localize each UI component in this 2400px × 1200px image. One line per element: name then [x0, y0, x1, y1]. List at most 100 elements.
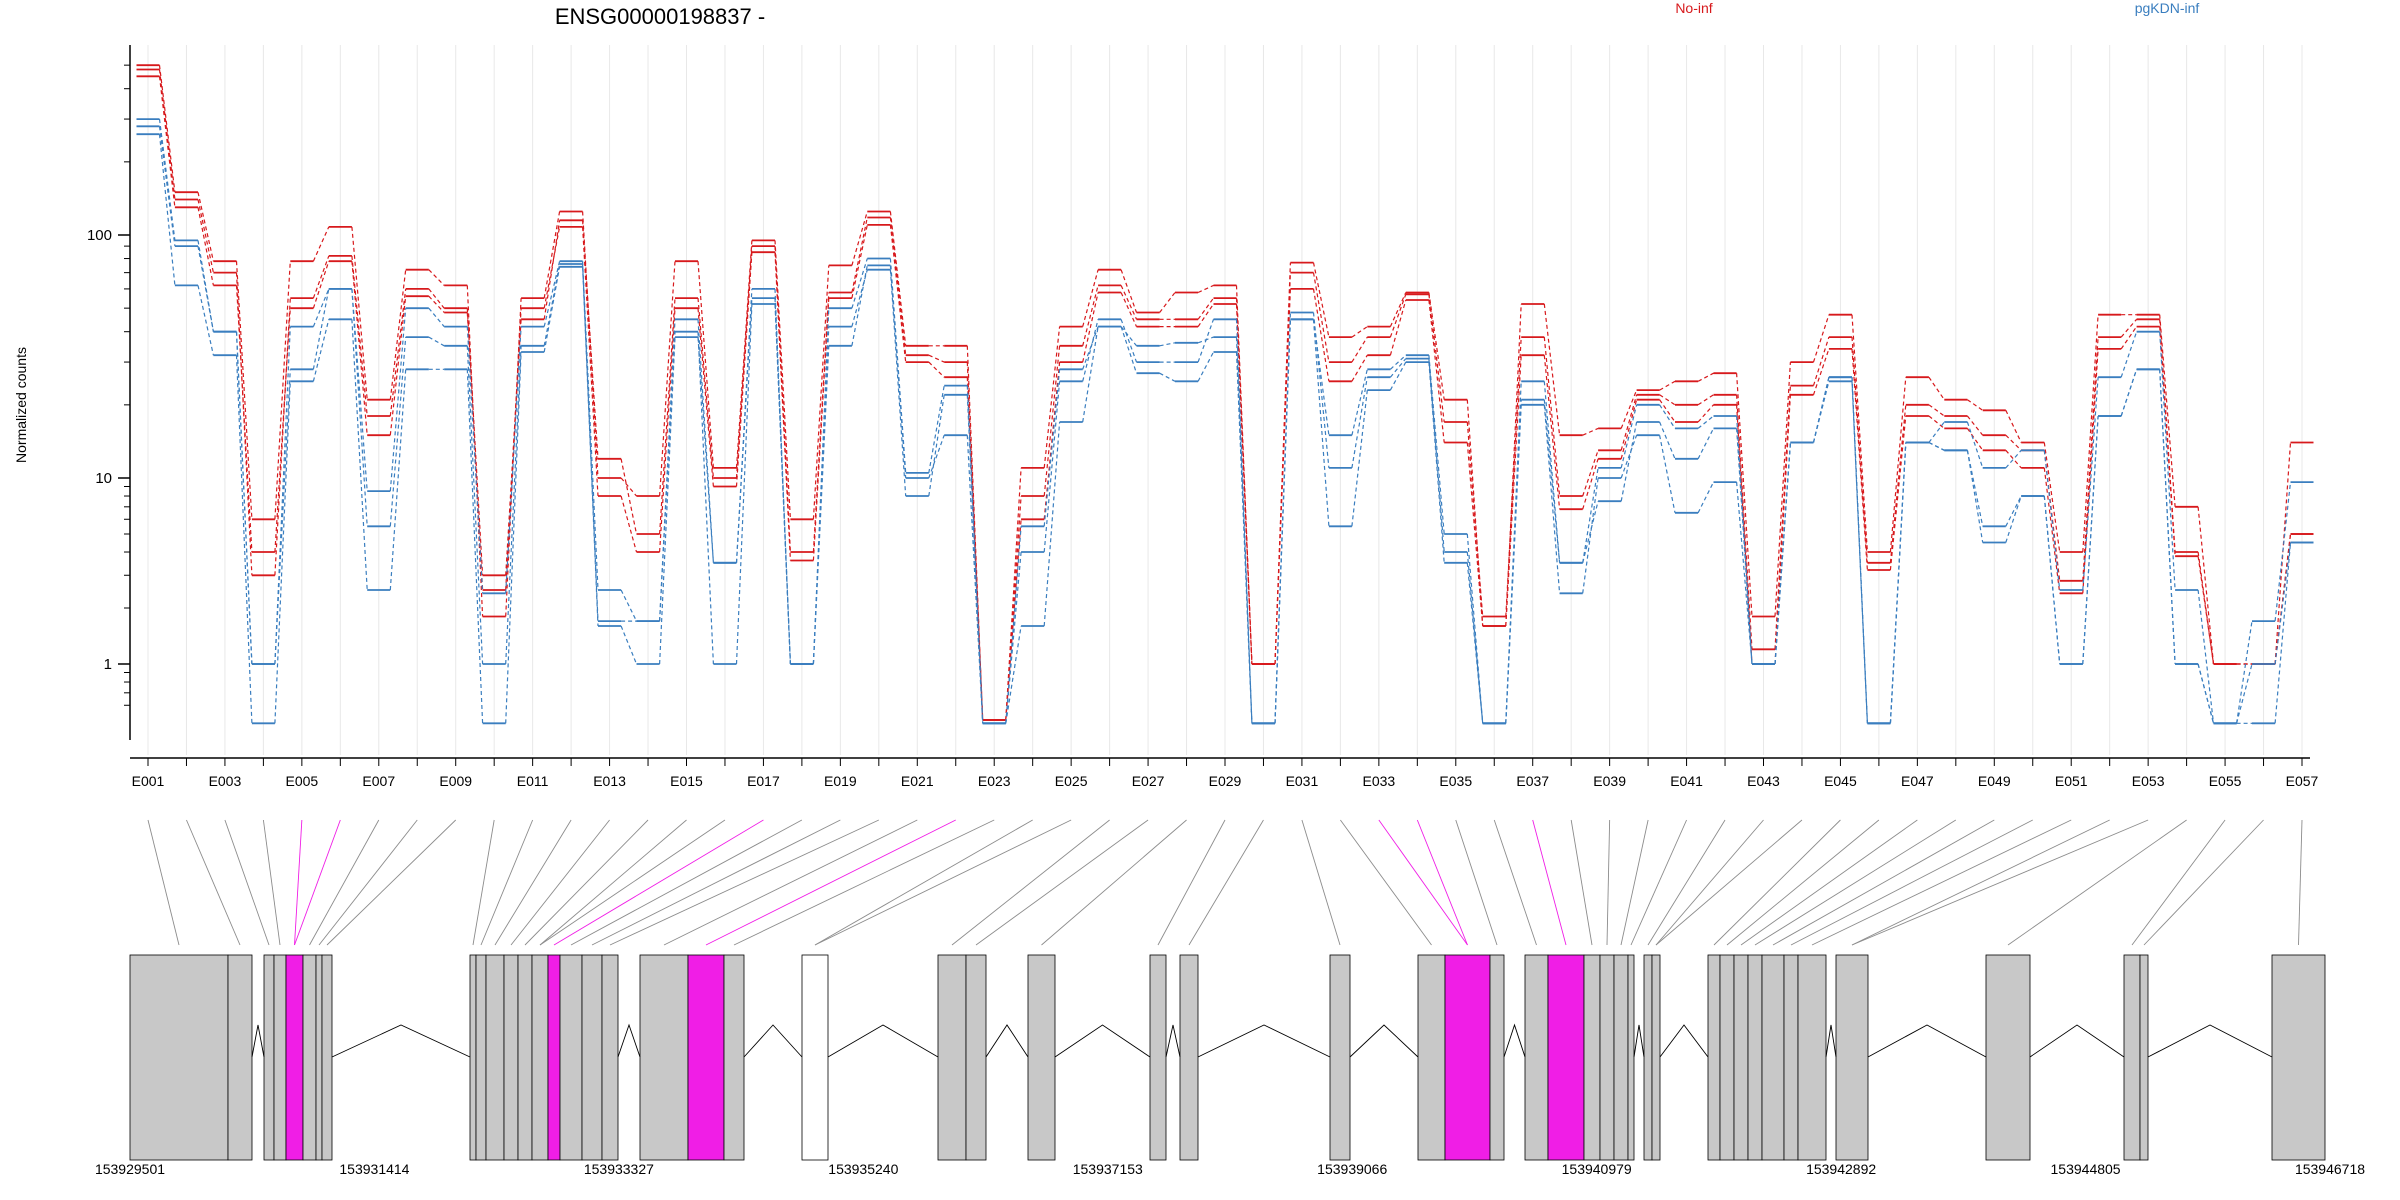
exon-label: E055 [2209, 773, 2242, 789]
exon-block [475, 954, 487, 1161]
exon-block [302, 954, 317, 1161]
exon-connector [186, 819, 241, 946]
exon-block [315, 954, 323, 1161]
exon-block [227, 954, 253, 1161]
exon-connector [294, 819, 303, 946]
exon-block [1797, 954, 1827, 1161]
series-1 [136, 75, 2314, 721]
grid-lines [147, 45, 2303, 755]
exon-label: E005 [286, 773, 319, 789]
exon-connector [1772, 819, 1995, 946]
exon-block [723, 954, 745, 1161]
exon-block [273, 954, 287, 1161]
exon-label: E051 [2055, 773, 2088, 789]
exon-block [581, 954, 603, 1161]
legend-no-inf: No-inf [1675, 0, 1712, 16]
exon-block [1179, 954, 1199, 1161]
exon-block [1613, 954, 1629, 1161]
intron-line [1825, 1024, 1837, 1058]
exon-connector [1493, 819, 1537, 946]
exon-connector [1790, 819, 2033, 946]
exon-block [639, 954, 689, 1161]
exon-block [129, 954, 229, 1161]
exon-block [321, 954, 333, 1161]
exon-label: E027 [1132, 773, 1165, 789]
genomic-tick-label: 153940979 [1562, 1161, 1632, 1177]
exon-label: E013 [593, 773, 626, 789]
genomic-tick-label: 153935240 [828, 1161, 898, 1177]
exon-block [1149, 954, 1167, 1161]
exon-label: E001 [132, 773, 165, 789]
genomic-tick-label: 153933327 [584, 1161, 654, 1177]
series-transition [158, 134, 2292, 724]
genomic-tick-label: 153937153 [1073, 1161, 1143, 1177]
exon-connector [494, 819, 572, 946]
exon-label: E033 [1363, 773, 1396, 789]
exon-connector [1378, 819, 1468, 946]
intron-line [1165, 1024, 1181, 1058]
intron-line [985, 1024, 1029, 1058]
exon-connector [2007, 819, 2187, 946]
exon-connector [262, 819, 281, 946]
exon-label: E043 [1747, 773, 1780, 789]
exon-block [1547, 954, 1585, 1161]
exon-connector [814, 819, 1033, 946]
legend-pgkdn-inf: pgKDN-inf [2135, 0, 2200, 16]
intron-line [1503, 1023, 1526, 1058]
exon-connector [553, 819, 764, 946]
exon-label: E035 [1439, 773, 1472, 789]
series-line [136, 64, 2314, 721]
series-line [136, 68, 2314, 721]
exon-connector [1647, 819, 1726, 946]
exon-connector [326, 819, 457, 946]
exon-block [547, 954, 561, 1161]
exon-block [469, 954, 477, 1161]
genomic-coordinates: 153929501 153931414 153933327 153935240 1539… [95, 1161, 2365, 1177]
intron-line [617, 1023, 641, 1058]
intron-line [1054, 1024, 1151, 1058]
exon-block [1524, 954, 1549, 1161]
exon-block [1329, 954, 1351, 1161]
exon-label: E003 [209, 773, 242, 789]
exon-block [2139, 954, 2149, 1161]
genomic-tick-label: 153931414 [339, 1161, 409, 1177]
exon-connector [1655, 819, 1803, 946]
exon-connector [1740, 819, 1918, 946]
exon-label: E017 [747, 773, 780, 789]
gene-model [129, 954, 2326, 1161]
exon-block [263, 954, 275, 1161]
exon-connector [1041, 819, 1187, 946]
series-transition [158, 65, 2292, 721]
genomic-tick-label: 153944805 [2051, 1161, 2121, 1177]
series-2 [136, 64, 2314, 721]
exon-connector [609, 819, 880, 946]
intron-line [743, 1024, 803, 1058]
exon-connector [224, 819, 270, 946]
exon-block [517, 954, 533, 1161]
exon-block [1651, 954, 1661, 1161]
exon-label: E031 [1286, 773, 1319, 789]
exon-connector [1811, 819, 2072, 946]
exon-connector [733, 819, 995, 946]
exon-label: E011 [517, 773, 549, 789]
axes: 1 10 100 E001 E003 E005 E007 E009 E011 E013 E015 E0… [87, 45, 2319, 789]
exon-block [1489, 954, 1505, 1161]
intron-line [1867, 1024, 1987, 1058]
series-transition [158, 76, 2292, 721]
exon-label: E025 [1055, 773, 1088, 789]
exon-label: E049 [1978, 773, 2011, 789]
exon-connector [814, 819, 1072, 946]
y-tick-label: 100 [87, 227, 112, 244]
exon-block [601, 954, 619, 1161]
exon-connector [1455, 819, 1498, 946]
exon-connector [975, 819, 1149, 946]
exon-label: E009 [439, 773, 472, 789]
exon-connector [2298, 819, 2303, 946]
exon-block [1627, 954, 1635, 1161]
exon-connector [705, 819, 956, 946]
intron-line [1659, 1024, 1709, 1058]
exon-connector [2131, 819, 2226, 946]
series-transition [158, 119, 2292, 724]
exon-label: E007 [362, 773, 395, 789]
exon-connector [472, 819, 495, 946]
